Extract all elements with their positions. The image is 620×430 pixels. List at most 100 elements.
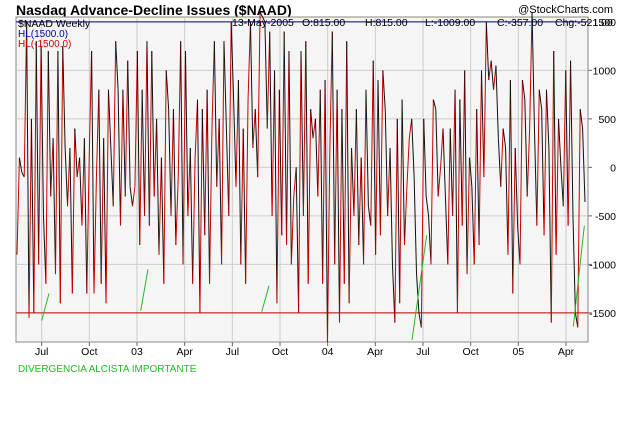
x-tick-label: Jul — [226, 346, 239, 358]
series-segment — [57, 50, 61, 304]
y-axis-ticks: 1500 1000 500 0 -500 -1000 -1500 — [588, 17, 616, 320]
series-segment — [28, 118, 32, 318]
x-tick-label: Jul — [35, 346, 48, 358]
x-tick-label: Jul — [416, 346, 429, 358]
x-tick-label: Oct — [272, 346, 288, 358]
series-segment — [192, 157, 196, 284]
series-segment — [197, 99, 201, 313]
series-line — [16, 11, 586, 343]
series-segment — [387, 147, 391, 216]
series-segment — [558, 118, 562, 168]
series-segment — [326, 147, 331, 343]
y-tick-label: 500 — [598, 114, 616, 126]
watermark: @StockCharts.com — [518, 4, 613, 16]
series-segment — [127, 60, 131, 187]
series-segment — [582, 128, 586, 203]
series-segment — [45, 50, 49, 284]
series-segment — [278, 89, 283, 236]
series-segment — [129, 186, 134, 207]
series-segment — [339, 109, 343, 323]
series-segment — [182, 50, 186, 265]
x-tick-label: Apr — [367, 346, 384, 358]
series-segment — [570, 60, 574, 216]
series-segment — [365, 89, 369, 207]
series-segment — [324, 80, 328, 343]
series-segment — [218, 118, 223, 265]
series-segment — [177, 41, 182, 178]
series-segment — [394, 118, 398, 323]
series-segment — [170, 109, 174, 216]
x-tick-label: Oct — [462, 346, 478, 358]
series-segment — [165, 70, 170, 110]
series-segment — [298, 50, 302, 313]
series-segment — [40, 46, 44, 216]
series-segment — [341, 109, 345, 284]
header-close: C:-357.00 — [497, 17, 543, 29]
series-segment — [136, 50, 141, 245]
plot-area — [15, 16, 589, 343]
series-segment — [553, 50, 557, 255]
series-segment — [235, 80, 239, 187]
series-segment — [481, 70, 485, 178]
series-segment — [420, 118, 425, 328]
series-segment — [334, 89, 338, 265]
series-segment — [319, 89, 324, 284]
series-segment — [153, 118, 158, 197]
series-segment — [351, 147, 355, 216]
series-segment — [271, 70, 276, 216]
series-segment — [187, 147, 191, 216]
series-segment — [69, 147, 73, 294]
series-segment — [519, 80, 523, 265]
series-segment — [355, 109, 360, 245]
series-segment — [449, 128, 454, 216]
series-segment — [254, 109, 259, 178]
series-segment — [160, 157, 165, 284]
series-segment — [413, 177, 418, 275]
series-segment — [230, 21, 235, 100]
series-segment — [67, 147, 71, 207]
series-segment — [536, 89, 540, 226]
series-segment — [545, 89, 550, 148]
series-segment — [346, 41, 350, 304]
series-segment — [406, 138, 410, 187]
series-segment — [411, 118, 415, 178]
series-segment — [567, 60, 572, 226]
series-segment — [23, 21, 28, 178]
series-segment — [505, 147, 509, 255]
series-segment — [550, 50, 555, 323]
series-segment — [541, 109, 545, 236]
series-segment — [93, 177, 97, 294]
x-tick-label: Apr — [558, 346, 575, 358]
series-segment — [156, 118, 160, 255]
series-segment — [548, 147, 552, 323]
series-segment — [377, 80, 381, 236]
series-segment — [300, 50, 304, 216]
series-segment — [115, 41, 119, 90]
series-segment — [59, 46, 64, 304]
series-segment — [372, 60, 377, 255]
series-segment — [35, 41, 40, 265]
series-segment — [488, 60, 492, 81]
series-segment — [274, 70, 278, 304]
series-segment — [110, 147, 114, 207]
series-segment — [124, 60, 129, 197]
series-segment — [18, 157, 23, 173]
series-segment — [408, 118, 413, 139]
series-segment — [189, 147, 194, 284]
series-segment — [454, 89, 458, 313]
series-segment — [247, 21, 251, 100]
series-segment — [98, 89, 102, 284]
x-tick-label: 03 — [131, 346, 143, 358]
series-segment — [452, 89, 456, 216]
series-segment — [543, 89, 547, 236]
series-segment — [233, 99, 237, 187]
series-segment — [64, 147, 69, 207]
series-segment — [30, 118, 35, 313]
series-segment — [211, 41, 215, 129]
series-segment — [141, 89, 146, 216]
series-segment — [358, 157, 362, 245]
x-tick-label: 04 — [322, 346, 334, 358]
series-segment — [370, 60, 374, 226]
series-segment — [399, 99, 403, 304]
